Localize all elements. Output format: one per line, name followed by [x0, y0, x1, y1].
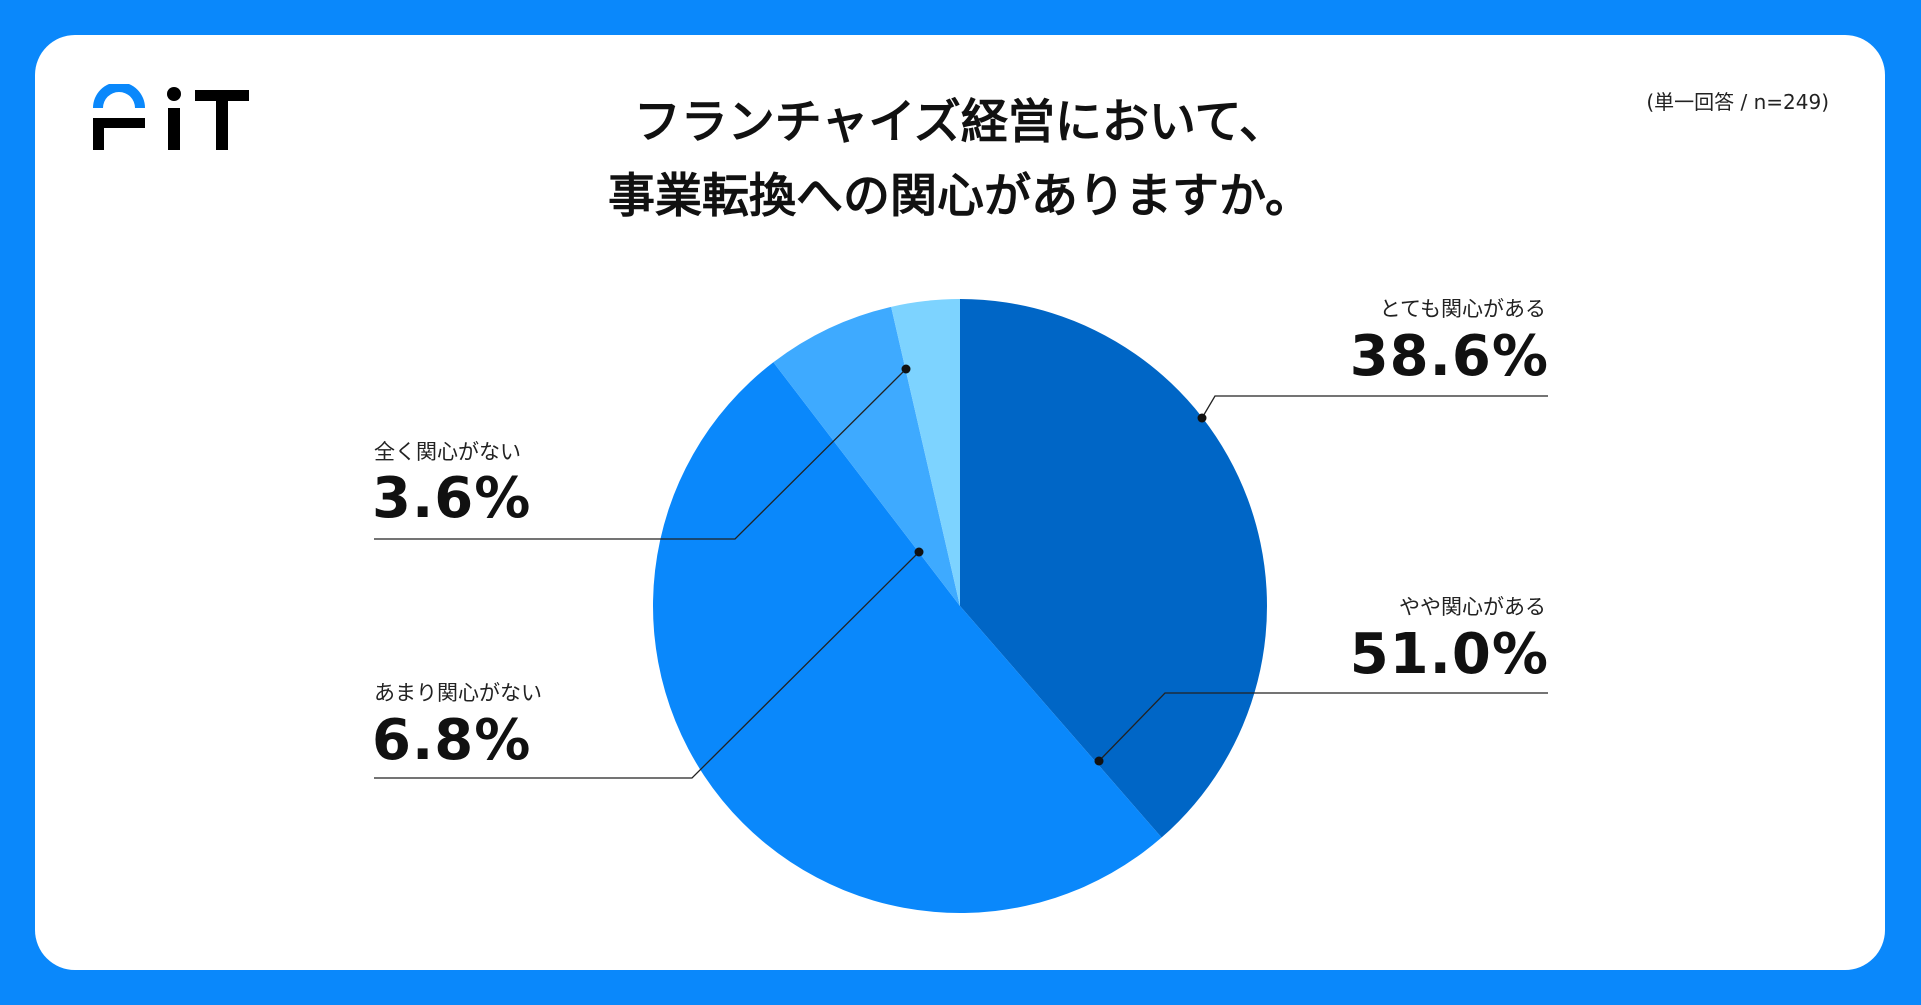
- fit-logo: [93, 84, 249, 150]
- pct-slice-2: 6.8%: [372, 708, 532, 773]
- leader-dot-2: [914, 547, 924, 557]
- leader-line-3: [374, 368, 907, 540]
- leader-dot-3: [901, 364, 911, 374]
- page-title: フランチャイズ経営において、 事業転換への関心がありますか。: [460, 86, 1460, 234]
- title-line-2: 事業転換への関心がありますか。: [607, 169, 1313, 224]
- leader-dot-0: [1197, 413, 1207, 423]
- title-line-1: フランチャイズ経営において、: [633, 95, 1287, 150]
- sample-note: (単一回答 / n=249): [1646, 90, 1829, 114]
- pct-slice-0: 38.6%: [1349, 324, 1549, 389]
- pct-slice-3: 3.6%: [372, 466, 532, 531]
- pie-slice-3: [891, 299, 960, 606]
- label-slice-2: あまり関心がない: [374, 681, 542, 705]
- leader-dot-1: [1094, 756, 1104, 766]
- label-slice-3: 全く関心がない: [374, 440, 521, 464]
- pie-slice-1: [652, 362, 1162, 914]
- pie-slice-2: [773, 306, 960, 606]
- label-slice-0: とても関心がある: [1379, 297, 1546, 321]
- pie-slice-0: [960, 299, 1267, 838]
- pct-slice-1: 51.0%: [1349, 622, 1549, 687]
- leader-line-1: [1098, 692, 1548, 762]
- label-slice-1: やや関心がある: [1399, 595, 1546, 619]
- leader-line-0: [1201, 395, 1548, 419]
- leader-line-2: [374, 551, 920, 779]
